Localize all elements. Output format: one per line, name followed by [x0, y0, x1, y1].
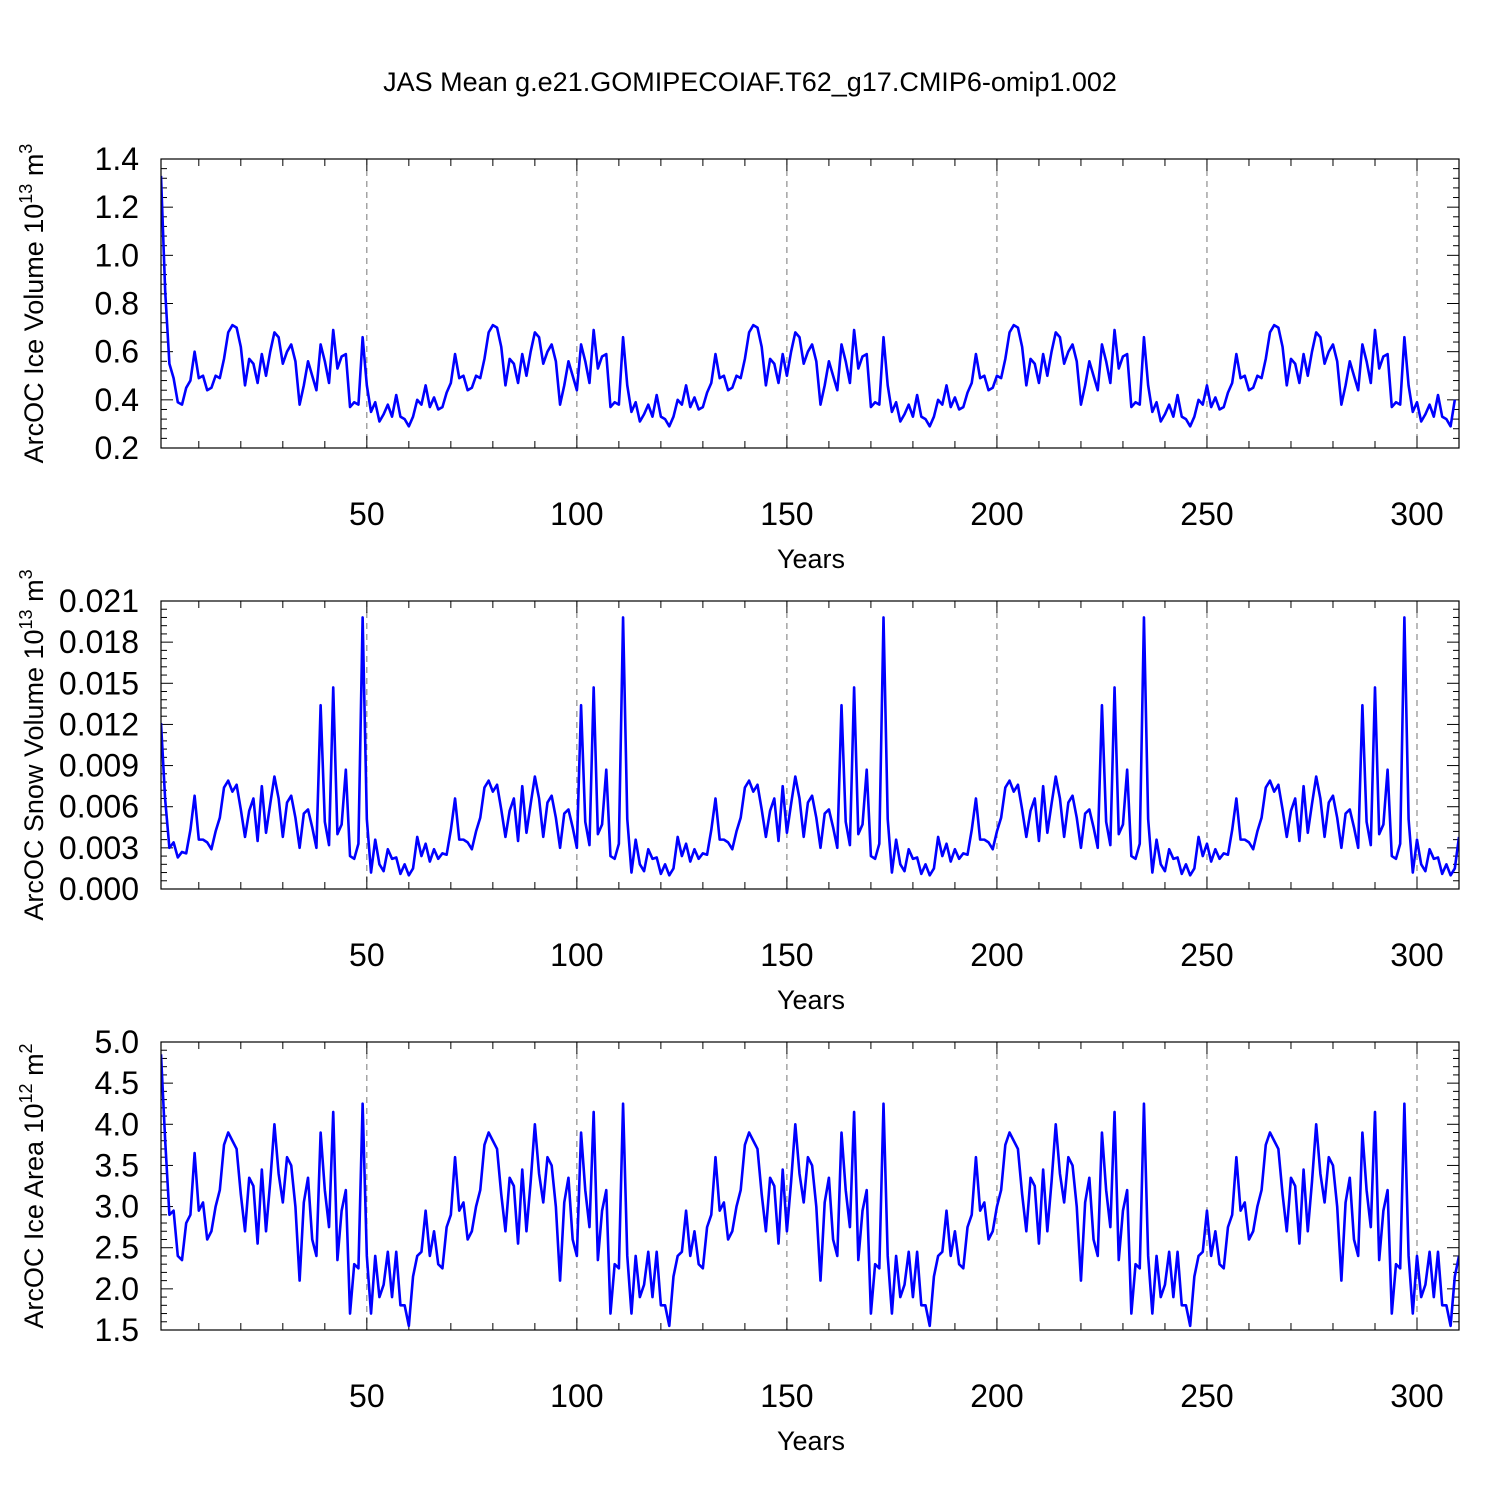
y-tick-label: 0.003	[59, 830, 139, 866]
y-tick-label: 0.6	[95, 334, 139, 370]
x-tick-label: 300	[1390, 1378, 1443, 1414]
y-tick-label: 0.009	[59, 748, 139, 784]
y-tick-label: 0.012	[59, 706, 139, 742]
y-tick-label: 0.000	[59, 871, 139, 907]
panel-2: 0.000 0.003 0.006 0.009 0.012 0.015 0.018 0.021…	[16, 569, 1460, 1015]
y-axis-label: ArcOC Snow Volume 1013 m3	[16, 569, 49, 920]
x-tick-label: 100	[550, 496, 603, 532]
x-tick-label: 150	[760, 1378, 813, 1414]
series-line	[161, 175, 1457, 428]
x-axis-label: Years	[777, 1426, 845, 1456]
x-tick-label: 150	[760, 496, 813, 532]
x-tick-label: 200	[970, 496, 1023, 532]
x-axis-label: Years	[777, 544, 845, 574]
x-tick-label: 250	[1180, 496, 1233, 532]
y-tick-label: 0.006	[59, 789, 139, 825]
y-tick-label: 4.0	[95, 1106, 139, 1142]
panel-1: 0.2 0.4 0.6 0.8 1.0 1.2 1.4 50 100 150 200 250 300 Ye…	[16, 141, 1460, 574]
x-tick-label: 50	[349, 1378, 385, 1414]
y-axis-label: ArcOC Ice Area 1012 m2	[16, 1043, 49, 1328]
x-tick-label: 50	[349, 937, 385, 973]
x-tick-label: 250	[1180, 1378, 1233, 1414]
y-tick-label: 3.0	[95, 1189, 139, 1225]
plot-frame	[160, 1041, 1460, 1331]
x-tick-label: 50	[349, 496, 385, 532]
y-tick-label: 1.0	[95, 237, 139, 273]
x-axis-label: Years	[777, 985, 845, 1015]
series-line	[161, 1054, 1459, 1328]
y-axis-label: ArcOC Ice Volume 1013 m3	[16, 144, 49, 464]
y-tick-label: 0.018	[59, 624, 139, 660]
x-tick-label: 200	[970, 937, 1023, 973]
y-tick-label: 0.021	[59, 583, 139, 619]
series-line	[161, 616, 1459, 877]
x-tick-label: 300	[1390, 937, 1443, 973]
y-tick-label: 1.5	[95, 1312, 139, 1348]
y-tick-label: 0.4	[95, 382, 139, 418]
y-tick-label: 2.5	[95, 1230, 139, 1266]
x-tick-label: 200	[970, 1378, 1023, 1414]
x-tick-label: 300	[1390, 496, 1443, 532]
x-tick-label: 100	[550, 1378, 603, 1414]
y-tick-label: 0.015	[59, 665, 139, 701]
x-tick-label: 150	[760, 937, 813, 973]
y-tick-label: 2.0	[95, 1271, 139, 1307]
y-tick-label: 3.5	[95, 1147, 139, 1183]
chart-title: JAS Mean g.e21.GOMIPECOIAF.T62_g17.CMIP6…	[383, 67, 1117, 97]
x-tick-label: 250	[1180, 937, 1233, 973]
panel-3: 1.5 2.0 2.5 3.0 3.5 4.0 4.5 5.0 50 100 150 200 250 30…	[16, 1024, 1460, 1456]
y-tick-label: 0.2	[95, 430, 139, 466]
plot-frame	[160, 158, 1460, 449]
y-tick-label: 0.8	[95, 286, 139, 322]
y-tick-label: 1.2	[95, 189, 139, 225]
x-tick-label: 100	[550, 937, 603, 973]
y-tick-label: 5.0	[95, 1024, 139, 1060]
y-tick-label: 4.5	[95, 1065, 139, 1101]
plot-frame	[160, 600, 1460, 890]
chart-panels: 0.2 0.4 0.6 0.8 1.0 1.2 1.4 50 100 150 200 250 300 Ye…	[16, 141, 1460, 1456]
y-tick-label: 1.4	[95, 141, 139, 177]
